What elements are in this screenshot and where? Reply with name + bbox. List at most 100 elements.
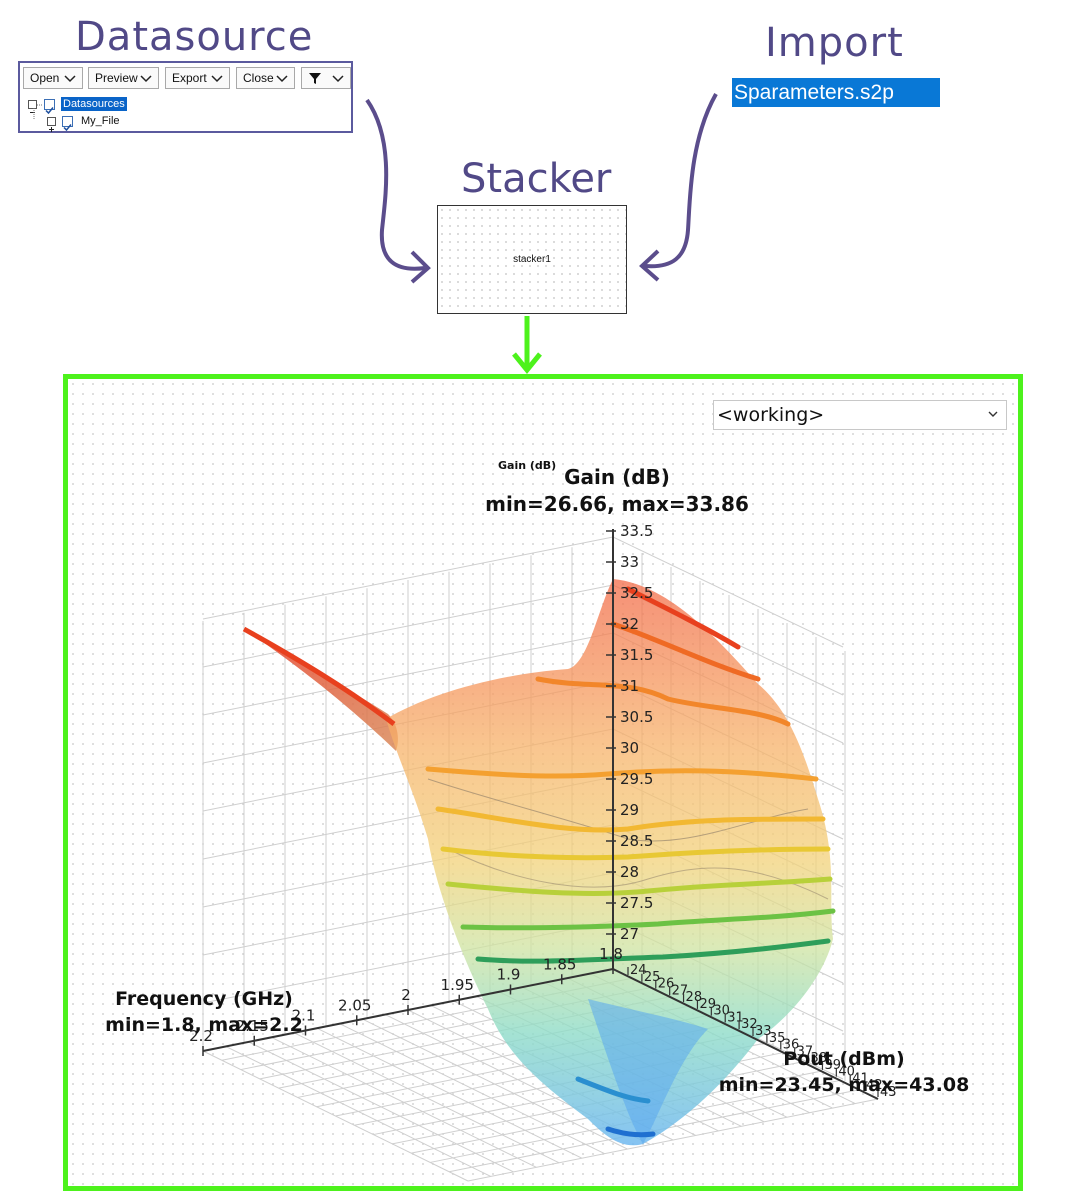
import-to-stacker-arrow — [644, 93, 718, 269]
plot-small-title: Gain (dB) — [498, 459, 556, 472]
wall-gridline — [202, 536, 614, 620]
datasource-to-stacker-arrow — [365, 98, 426, 271]
arrowhead-icon — [512, 352, 542, 374]
x-tick-label: 1.8 — [599, 945, 623, 963]
view-select[interactable]: <working> — [713, 400, 1007, 430]
open-button[interactable]: Open — [23, 67, 83, 89]
datasource-panel: Open Preview Export Close Datasources My… — [18, 61, 353, 133]
view-select-value: <working> — [717, 404, 825, 426]
surface-dip — [588, 999, 708, 1144]
z-tick-label: 32.5 — [620, 584, 653, 602]
chevron-down-icon — [988, 411, 998, 417]
contour-line — [425, 766, 819, 782]
stacker-node-label: stacker1 — [513, 254, 551, 265]
chevron-down-icon — [332, 75, 344, 83]
filter-icon — [309, 73, 321, 84]
chevron-down-icon — [211, 75, 223, 83]
surface-plot[interactable]: 27 27.5 28 28.5 29 29.5 30 30.5 31 31.5 32 32.5 33 33… — [68, 379, 1018, 1186]
wall-gridline — [612, 536, 844, 648]
my-file-checkbox[interactable] — [62, 116, 73, 132]
z-tick-label: 28.5 — [620, 832, 653, 850]
z-axis-label: Gain (dB) — [564, 465, 670, 489]
surface-plot-panel: 27 27.5 28 28.5 29 29.5 30 30.5 31 31.5 32 32.5 33 33… — [63, 374, 1023, 1191]
gain-surface — [244, 579, 833, 1146]
contour-line — [610, 621, 761, 682]
x-tick-label: 1.9 — [497, 966, 521, 984]
tree-connector — [37, 104, 43, 106]
surface-fold — [447, 848, 829, 900]
contour-line — [445, 876, 833, 896]
preview-button[interactable]: Preview — [88, 67, 159, 89]
close-button[interactable]: Close — [236, 67, 295, 89]
y-axis-label: Pout (dBm) — [783, 1048, 904, 1070]
stacker-node[interactable]: stacker1 — [437, 205, 627, 314]
stacker-title: Stacker — [461, 156, 612, 202]
z-tick-label: 33 — [620, 553, 639, 571]
floor-gridline — [467, 1098, 879, 1182]
tree-item-datasources[interactable]: Datasources — [61, 97, 127, 111]
surface-body — [386, 579, 833, 1146]
x-tick-label: 1.85 — [543, 955, 576, 973]
z-tick-label: 27.5 — [620, 894, 653, 912]
z-tick-label: 32 — [620, 615, 639, 633]
datasource-title: Datasource — [75, 14, 314, 60]
chevron-down-icon — [140, 75, 152, 83]
import-title: Import — [765, 20, 904, 66]
x-tick-label: 2.2 — [189, 1027, 213, 1045]
contour-line — [460, 908, 836, 931]
contour-line — [242, 626, 396, 726]
export-button[interactable]: Export — [165, 67, 230, 89]
y-axis-range: min=23.45, max=43.08 — [719, 1074, 970, 1096]
contour-line — [475, 938, 831, 964]
x-axis-range: min=1.8, max=2.2 — [105, 1014, 303, 1036]
y-tick-label: 43 — [880, 1085, 897, 1100]
x-tick-label: 2.15 — [236, 1017, 269, 1035]
z-tick-label: 31.5 — [620, 646, 653, 664]
chevron-down-icon — [64, 75, 76, 83]
z-tick-label: 29.5 — [620, 770, 653, 788]
contour-line — [575, 1076, 651, 1104]
z-tick-label: 31 — [620, 677, 639, 695]
open-label: Open — [30, 71, 60, 85]
z-tick-label: 30 — [620, 739, 639, 757]
x-axis: 1.8 1.85 1.9 1.95 2 2.05 2.1 2.15 2.2 — [189, 945, 623, 1056]
close-label: Close — [243, 71, 274, 85]
import-file-item[interactable]: Sparameters.s2p — [732, 78, 940, 107]
filter-button[interactable] — [301, 67, 351, 89]
wall-gridline — [202, 632, 614, 716]
contour-line — [625, 586, 741, 650]
expand-toggle[interactable] — [47, 117, 56, 132]
z-tick-label: 28 — [620, 863, 639, 881]
x-axis-label: Frequency (GHz) — [115, 988, 293, 1010]
checkmark-icon — [45, 107, 54, 115]
z-tick-label: 29 — [620, 801, 639, 819]
plus-icon — [49, 127, 54, 132]
contour-line — [605, 1126, 656, 1138]
checkmark-icon — [63, 124, 72, 132]
tree-item-my-file[interactable]: My_File — [81, 115, 120, 127]
contour-line — [535, 676, 791, 727]
tree-connector — [33, 108, 35, 120]
x-tick-label: 2.05 — [338, 996, 371, 1014]
x-tick-label: 2 — [401, 986, 411, 1004]
arrowhead-icon — [410, 250, 431, 284]
x-tick-label: 1.95 — [441, 976, 474, 994]
arrowhead-icon — [639, 249, 660, 282]
contour-line — [440, 846, 831, 861]
chevron-down-icon — [276, 75, 288, 83]
z-axis: 27 27.5 28 28.5 29 29.5 30 30.5 31 31.5 32 32.5 33 33… — [606, 522, 653, 969]
preview-label: Preview — [95, 71, 138, 85]
datasources-checkbox[interactable] — [44, 99, 55, 115]
contour-line — [435, 806, 826, 833]
z-tick-label: 30.5 — [620, 708, 653, 726]
surface-fold — [427, 778, 809, 842]
x-tick-label: 2.1 — [292, 1007, 316, 1025]
z-tick-label: 27 — [620, 925, 639, 943]
export-label: Export — [172, 71, 207, 85]
contour-lines — [242, 586, 836, 1138]
z-tick-label: 33.5 — [620, 522, 653, 540]
surface-tail — [244, 629, 398, 751]
flow-arrows — [365, 93, 718, 374]
wall-gridline — [202, 584, 614, 668]
